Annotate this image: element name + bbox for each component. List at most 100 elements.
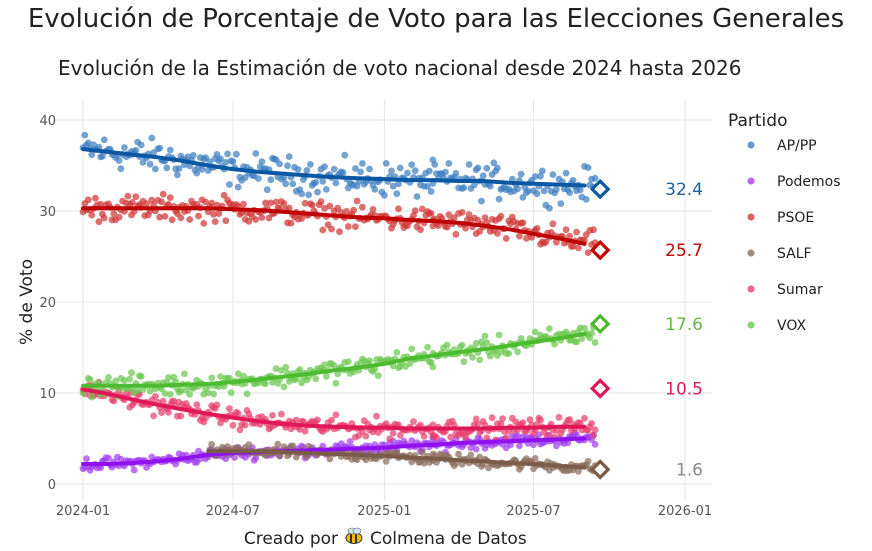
- legend-marker: [747, 213, 755, 221]
- data-point-vox: [472, 339, 480, 347]
- data-point-psoe: [343, 207, 350, 215]
- data-point-ap-pp: [352, 165, 359, 172]
- data-point-ap-pp: [388, 167, 395, 175]
- data-point-ap-pp: [156, 144, 164, 152]
- data-point-ap-pp: [366, 165, 373, 173]
- data-point-vox: [321, 361, 328, 368]
- data-point-ap-pp: [591, 174, 599, 182]
- data-point-ap-pp: [202, 154, 210, 162]
- legend-item-salf[interactable]: SALF: [747, 246, 812, 262]
- legend-item-podemos[interactable]: Podemos: [747, 174, 841, 190]
- data-point-sumar: [433, 434, 440, 441]
- data-point-vox: [227, 389, 235, 396]
- data-point-salf: [485, 464, 492, 472]
- data-point-ap-pp: [88, 151, 96, 159]
- data-point-ap-pp: [490, 159, 498, 167]
- data-point-sumar: [359, 428, 366, 435]
- data-point-ap-pp: [445, 160, 453, 167]
- data-point-ap-pp: [233, 150, 240, 158]
- data-point-sumar: [362, 432, 370, 440]
- data-point-vox: [469, 354, 476, 361]
- data-point-psoe: [452, 230, 460, 238]
- data-point-psoe: [165, 201, 172, 208]
- data-point-psoe: [186, 216, 194, 223]
- data-point-sumar: [296, 426, 304, 433]
- data-point-ap-pp: [508, 175, 516, 183]
- data-point-ap-pp: [431, 161, 439, 168]
- data-point-ap-pp: [267, 176, 275, 184]
- trend-line-vox: [81, 331, 587, 388]
- data-point-psoe: [344, 223, 352, 230]
- data-point-ap-pp: [146, 160, 154, 168]
- data-point-ap-pp: [314, 188, 321, 196]
- data-point-ap-pp: [319, 178, 327, 185]
- trend-lines: [81, 147, 587, 470]
- data-point-psoe: [285, 204, 293, 212]
- data-point-sumar: [314, 416, 321, 424]
- data-point-vox: [165, 374, 172, 381]
- legend-item-vox[interactable]: VOX: [747, 318, 807, 334]
- data-point-salf: [245, 441, 253, 448]
- data-point-vox: [186, 390, 194, 398]
- data-point-ap-pp: [294, 166, 302, 173]
- data-point-sumar: [301, 427, 309, 435]
- data-point-sumar: [373, 412, 380, 420]
- data-point-psoe: [88, 211, 96, 219]
- data-point-vox: [126, 375, 134, 383]
- data-point-psoe: [258, 214, 266, 221]
- y-axis-label: % de Voto: [17, 259, 37, 345]
- estimate-markers: 32.4 25.7 1.6 10.5 17.6: [589, 178, 703, 480]
- data-point-psoe: [321, 204, 328, 212]
- data-point-vox: [112, 377, 119, 385]
- legend-item-sumar[interactable]: Sumar: [747, 282, 823, 298]
- data-point-vox: [486, 352, 494, 360]
- data-point-ap-pp: [566, 189, 573, 197]
- data-point-podemos: [472, 445, 480, 453]
- data-point-psoe: [369, 206, 377, 213]
- data-point-vox: [210, 390, 217, 398]
- data-point-sumar: [269, 412, 276, 419]
- data-point-ap-pp: [359, 160, 366, 167]
- data-point-psoe: [97, 200, 104, 208]
- estimate-label-sumar: 10.5: [665, 379, 703, 399]
- data-point-psoe: [215, 210, 223, 218]
- data-point-ap-pp: [139, 158, 147, 166]
- data-point-psoe: [317, 198, 325, 206]
- data-point-vox: [146, 387, 154, 395]
- data-point-sumar: [526, 416, 534, 423]
- data-point-ap-pp: [393, 190, 401, 198]
- data-point-ap-pp: [549, 171, 557, 179]
- data-point-psoe: [516, 232, 523, 240]
- trend-line-podemos: [81, 436, 587, 466]
- data-point-vox: [588, 329, 595, 337]
- data-point-sumar: [213, 401, 221, 409]
- data-point-ap-pp: [115, 157, 123, 164]
- legend-item-ap-pp[interactable]: AP/PP: [747, 138, 817, 154]
- data-point-ap-pp: [357, 168, 364, 176]
- data-point-ap-pp: [148, 134, 156, 142]
- data-point-psoe: [584, 249, 592, 256]
- data-point-ap-pp: [478, 197, 485, 205]
- x-tick-label: 2024-01: [56, 504, 110, 519]
- data-point-psoe: [450, 214, 458, 221]
- data-point-vox: [86, 376, 94, 383]
- data-point-salf: [476, 453, 484, 461]
- estimate-diamond-psoe: [589, 239, 611, 261]
- data-point-sumar: [165, 409, 172, 416]
- data-point-ap-pp: [341, 151, 349, 159]
- data-point-sumar: [328, 416, 335, 424]
- legend-item-psoe[interactable]: PSOE: [747, 210, 815, 226]
- estimate-label-ap-pp: 32.4: [665, 180, 703, 200]
- data-point-vox: [234, 370, 242, 378]
- data-point-ap-pp: [471, 181, 478, 189]
- y-tick-label: 20: [39, 296, 56, 311]
- data-point-vox: [243, 390, 251, 398]
- data-point-ap-pp: [305, 191, 312, 199]
- data-point-podemos: [346, 438, 354, 445]
- data-point-vox: [272, 365, 280, 373]
- data-point-sumar: [386, 435, 394, 443]
- data-point-ap-pp: [99, 152, 106, 160]
- data-point-psoe: [445, 211, 453, 219]
- data-point-ap-pp: [263, 186, 271, 194]
